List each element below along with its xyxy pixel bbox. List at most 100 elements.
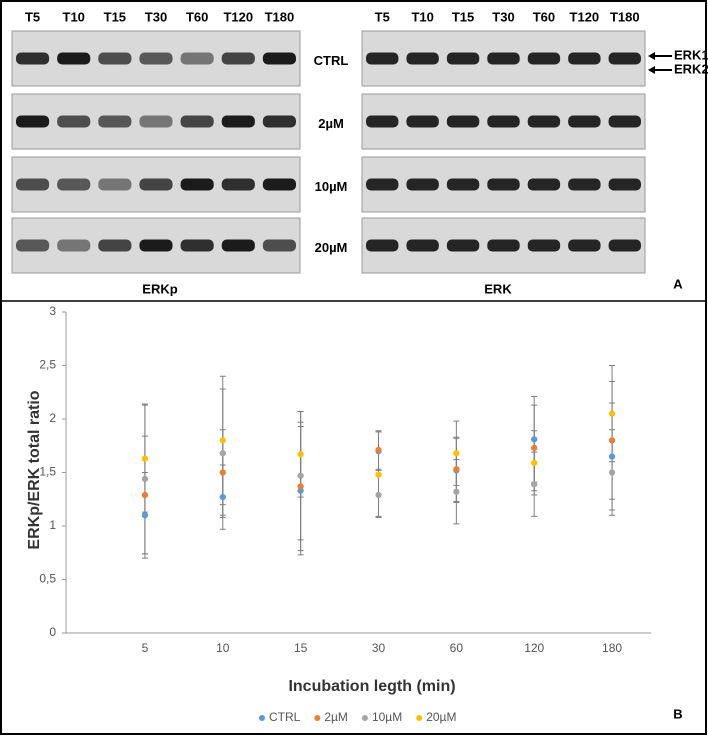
- timepoint-label: T10: [63, 9, 85, 24]
- point: [297, 483, 304, 490]
- point: [141, 512, 148, 519]
- timepoint-label: T60: [533, 9, 555, 24]
- band: [406, 178, 439, 191]
- band: [262, 52, 296, 65]
- band: [262, 239, 296, 252]
- band: [568, 52, 601, 65]
- band: [16, 178, 50, 191]
- band: [57, 52, 91, 65]
- point: [375, 471, 382, 478]
- legend-label: 10µM: [372, 710, 402, 724]
- x-tick-label: 180: [602, 641, 622, 655]
- point: [531, 459, 538, 466]
- band: [527, 52, 561, 65]
- timepoint-label: T10: [411, 9, 433, 24]
- band: [221, 178, 255, 191]
- timepoint-label: T15: [104, 9, 126, 24]
- condition-label: CTRL: [314, 53, 349, 68]
- point: [609, 410, 616, 417]
- timepoint-label: T15: [452, 9, 474, 24]
- timepoint-label: T5: [375, 9, 390, 24]
- y-tick-label: 1: [49, 518, 56, 532]
- x-tick-label: 30: [372, 641, 386, 655]
- arrow-label: ERK1: [674, 47, 708, 62]
- timepoint-label: T30: [145, 9, 167, 24]
- condition-label: 2µM: [318, 116, 344, 131]
- band: [180, 52, 214, 65]
- x-tick-label: 120: [524, 641, 544, 655]
- band: [139, 178, 173, 191]
- blot-label: ERK: [484, 281, 512, 296]
- band: [262, 115, 296, 128]
- band: [568, 178, 601, 191]
- legend-label: 20µM: [426, 710, 456, 724]
- legend-label: 2µM: [324, 710, 348, 724]
- point: [609, 469, 616, 476]
- point: [297, 451, 304, 458]
- band: [406, 52, 439, 65]
- band: [608, 115, 641, 128]
- timepoint-label: T5: [25, 9, 40, 24]
- panel-label: A: [673, 276, 683, 291]
- band: [366, 115, 399, 128]
- band: [98, 52, 132, 65]
- band: [180, 178, 214, 191]
- legend-marker: [314, 715, 321, 721]
- y-tick-label: 3: [49, 304, 56, 318]
- band: [527, 115, 561, 128]
- band: [221, 239, 255, 252]
- band: [608, 239, 641, 252]
- timepoint-label: T180: [610, 9, 640, 24]
- band: [98, 239, 132, 252]
- timepoint-label: T180: [265, 9, 295, 24]
- legend-marker: [259, 715, 265, 721]
- arrow-head: [648, 52, 655, 60]
- timepoint-label: T60: [186, 9, 208, 24]
- band: [180, 115, 214, 128]
- band: [446, 115, 480, 128]
- band: [366, 52, 399, 65]
- point: [453, 450, 460, 457]
- panel-label: B: [673, 706, 682, 721]
- point: [297, 487, 304, 494]
- band: [406, 115, 439, 128]
- legend-marker: [361, 715, 368, 721]
- band: [568, 239, 601, 252]
- band: [446, 52, 480, 65]
- x-tick-label: 5: [142, 641, 149, 655]
- band: [16, 115, 50, 128]
- band: [57, 178, 91, 191]
- band: [527, 178, 561, 191]
- x-axis-title: Incubation legth (min): [288, 678, 455, 695]
- blot-label: ERKp: [142, 281, 177, 296]
- band: [139, 239, 173, 252]
- band: [608, 178, 641, 191]
- condition-label: 10µM: [315, 179, 348, 194]
- band: [221, 52, 255, 65]
- point: [609, 437, 616, 444]
- band: [139, 115, 173, 128]
- point: [375, 491, 382, 498]
- band: [98, 178, 132, 191]
- y-tick-label: 2,5: [39, 358, 56, 372]
- point: [297, 472, 304, 479]
- point: [531, 481, 538, 488]
- y-tick-label: 0: [49, 625, 56, 639]
- band: [446, 178, 480, 191]
- band: [527, 239, 561, 252]
- point: [609, 453, 616, 460]
- band: [366, 239, 399, 252]
- point: [453, 466, 460, 473]
- y-tick-label: 2: [49, 411, 56, 425]
- band: [262, 178, 296, 191]
- legend-marker: [416, 715, 423, 721]
- point: [141, 475, 148, 482]
- band: [487, 52, 520, 65]
- y-tick-label: 1,5: [39, 465, 56, 479]
- band: [139, 52, 173, 65]
- point: [141, 491, 148, 498]
- point: [453, 488, 460, 495]
- band: [406, 239, 439, 252]
- band: [487, 178, 520, 191]
- timepoint-label: T120: [570, 9, 600, 24]
